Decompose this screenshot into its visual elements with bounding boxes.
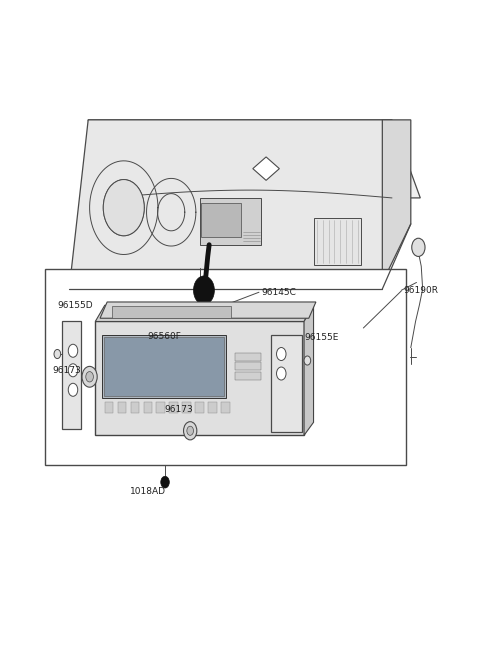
Bar [156,402,165,413]
Circle shape [54,350,60,359]
Bar [102,335,226,398]
Text: 96560F: 96560F [147,332,181,341]
Polygon shape [383,120,411,283]
Bar [235,353,261,361]
Bar [235,363,261,370]
Circle shape [68,364,78,377]
Bar [131,402,139,413]
Polygon shape [69,120,392,289]
Circle shape [103,180,144,236]
Circle shape [276,367,286,380]
Text: 96173: 96173 [164,405,193,414]
Circle shape [183,422,197,440]
Circle shape [82,367,97,387]
Polygon shape [100,302,316,318]
Circle shape [86,371,94,382]
Circle shape [187,426,193,436]
Circle shape [193,276,215,304]
Polygon shape [304,305,313,436]
Text: 96155E: 96155E [304,333,338,342]
Bar [182,402,191,413]
Bar [104,337,224,396]
Text: 96155D: 96155D [57,300,93,310]
Polygon shape [96,305,313,321]
Bar [221,402,229,413]
Circle shape [161,476,169,488]
Text: 96145C: 96145C [261,288,296,297]
Bar [313,218,361,265]
Bar [105,402,113,413]
Bar [144,402,152,413]
Bar [200,198,261,245]
Polygon shape [253,157,279,180]
Bar [96,321,304,436]
Polygon shape [88,120,420,198]
Bar [201,203,241,237]
Text: 96190R: 96190R [404,286,439,295]
Bar [235,372,261,380]
Bar [62,321,81,429]
Text: 1018AD: 1018AD [130,487,166,497]
Bar [112,306,230,318]
Circle shape [68,383,78,396]
Circle shape [276,348,286,361]
Text: 96173: 96173 [53,366,81,375]
Bar [46,270,406,464]
Bar [271,335,301,432]
Bar [208,402,216,413]
Bar [169,402,178,413]
Circle shape [304,356,311,365]
Circle shape [412,238,425,256]
Bar [118,402,126,413]
Circle shape [68,344,78,358]
Bar [195,402,204,413]
